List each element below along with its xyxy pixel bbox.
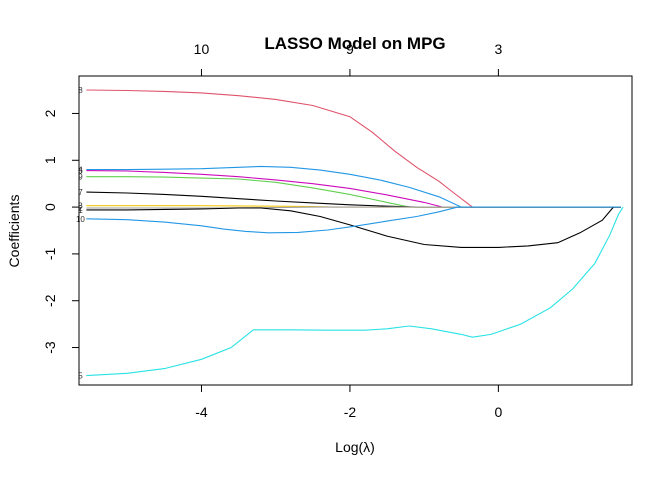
coefficient-path-7 (86, 191, 621, 208)
y-tick-label: 1 (42, 156, 58, 164)
top-tick-label: 10 (194, 41, 210, 57)
curve-label-9: 9 (78, 173, 83, 182)
y-tick-label: -1 (42, 247, 58, 260)
curve-label-3: 3 (78, 202, 83, 211)
curve-label-5: 5 (78, 372, 83, 381)
coefficient-path-10 (86, 206, 621, 234)
curve-label-2: 2 (78, 204, 83, 213)
top-tick-label: 3 (494, 41, 502, 57)
coefficient-path-1 (86, 206, 621, 248)
x-tick-label: 0 (494, 404, 502, 420)
coefficient-path-6 (86, 170, 621, 208)
coefficient-path-8 (86, 89, 621, 208)
curve-label-6: 6 (78, 167, 83, 176)
curve-label-10: 10 (76, 215, 85, 224)
curve-label-4: 4 (78, 166, 83, 175)
coefficient-path-2 (86, 206, 621, 209)
x-axis-label: Log(λ) (335, 439, 375, 455)
coefficient-paths (86, 89, 624, 377)
y-tick-label: -2 (42, 294, 58, 307)
coefficient-path-5 (86, 206, 624, 377)
x-axis: -4 -2 0 (195, 384, 502, 420)
coefficient-path-4 (86, 165, 621, 208)
chart-title: LASSO Model on MPG (264, 34, 445, 53)
coefficient-path-9 (86, 176, 621, 208)
y-tick-label: 2 (42, 109, 58, 117)
x-tick-label: -2 (344, 404, 357, 420)
curve-label-7: 7 (78, 188, 83, 197)
y-tick-label: 0 (42, 203, 58, 211)
top-axis: 10 9 3 (194, 41, 502, 77)
y-tick-label: -3 (42, 341, 58, 354)
plot-area-border (78, 75, 633, 386)
y-axis-label: Coefficients (6, 195, 22, 268)
curve-label-8: 8 (78, 86, 83, 95)
curve-label-1: 1 (78, 206, 83, 215)
top-tick-label: 9 (346, 41, 354, 57)
x-tick-label: -4 (195, 404, 208, 420)
